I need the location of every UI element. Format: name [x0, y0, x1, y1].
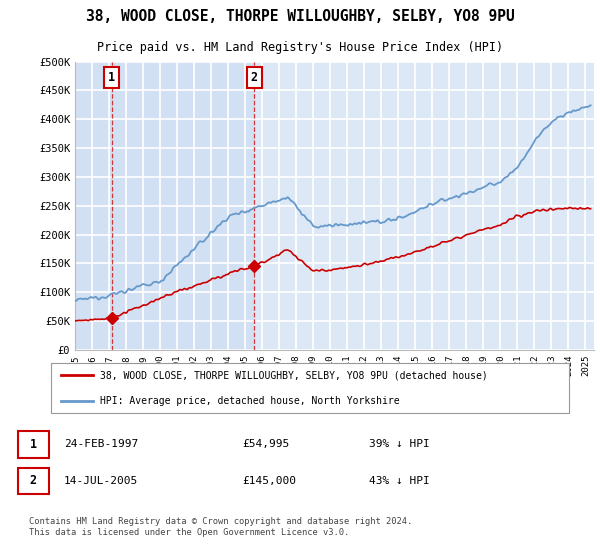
Text: £54,995: £54,995	[242, 439, 290, 449]
Text: Price paid vs. HM Land Registry's House Price Index (HPI): Price paid vs. HM Land Registry's House …	[97, 41, 503, 54]
FancyBboxPatch shape	[18, 468, 49, 494]
FancyBboxPatch shape	[18, 432, 49, 458]
Text: 2: 2	[251, 71, 258, 84]
Text: 2: 2	[30, 474, 37, 487]
Text: 43% ↓ HPI: 43% ↓ HPI	[369, 475, 430, 486]
Text: Contains HM Land Registry data © Crown copyright and database right 2024.
This d: Contains HM Land Registry data © Crown c…	[29, 517, 413, 536]
Text: £145,000: £145,000	[242, 475, 296, 486]
Text: 1: 1	[30, 437, 37, 451]
FancyBboxPatch shape	[50, 363, 569, 413]
Text: HPI: Average price, detached house, North Yorkshire: HPI: Average price, detached house, Nort…	[101, 396, 400, 405]
Text: 1: 1	[108, 71, 115, 84]
Text: 38, WOOD CLOSE, THORPE WILLOUGHBY, SELBY, YO8 9PU: 38, WOOD CLOSE, THORPE WILLOUGHBY, SELBY…	[86, 9, 514, 24]
Text: 38, WOOD CLOSE, THORPE WILLOUGHBY, SELBY, YO8 9PU (detached house): 38, WOOD CLOSE, THORPE WILLOUGHBY, SELBY…	[101, 371, 488, 380]
Bar	[75, 62, 254, 350]
Text: 24-FEB-1997: 24-FEB-1997	[64, 439, 138, 449]
Text: 39% ↓ HPI: 39% ↓ HPI	[369, 439, 430, 449]
Text: 14-JUL-2005: 14-JUL-2005	[64, 475, 138, 486]
